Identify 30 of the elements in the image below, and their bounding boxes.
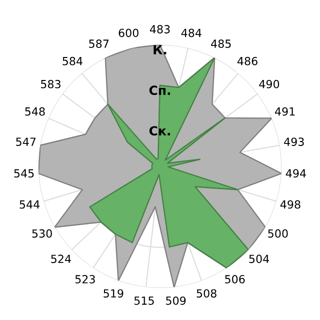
spoke-label: 484 — [181, 28, 202, 38]
y-tick-label: Ск. — [149, 126, 170, 136]
spoke-label: 508 — [196, 289, 216, 298]
spoke-label: 548 — [25, 107, 45, 116]
spoke-label: 494 — [286, 169, 306, 178]
spoke-label: 587 — [89, 40, 109, 48]
spoke-label: 490 — [259, 80, 280, 88]
spoke-label: 483 — [150, 25, 170, 34]
spoke-label: 600 — [118, 28, 138, 38]
spoke-label: 524 — [51, 254, 71, 264]
spoke-label: 485 — [211, 40, 231, 48]
y-tick-label: К. — [154, 45, 166, 54]
spoke-label: 498 — [280, 200, 300, 209]
spoke-label: 491 — [274, 107, 295, 116]
spoke-label: 506 — [225, 275, 245, 284]
spoke-label: 500 — [268, 229, 288, 238]
y-tick-label: Сп. — [149, 86, 170, 96]
spoke-label: 547 — [16, 138, 36, 146]
spoke-label: 509 — [166, 296, 186, 305]
spoke-label: 544 — [20, 200, 40, 209]
spoke-label: 486 — [237, 56, 258, 66]
spoke-label: 515 — [134, 296, 154, 305]
spoke-label: 504 — [249, 254, 270, 264]
spoke-label: 523 — [75, 275, 95, 284]
spoke-label: 584 — [62, 56, 82, 66]
spoke-label: 493 — [284, 138, 304, 146]
spoke-label: 530 — [32, 229, 52, 238]
spoke-label: 519 — [104, 289, 124, 298]
spoke-label: 545 — [14, 169, 34, 178]
spoke-label: 583 — [41, 80, 60, 88]
